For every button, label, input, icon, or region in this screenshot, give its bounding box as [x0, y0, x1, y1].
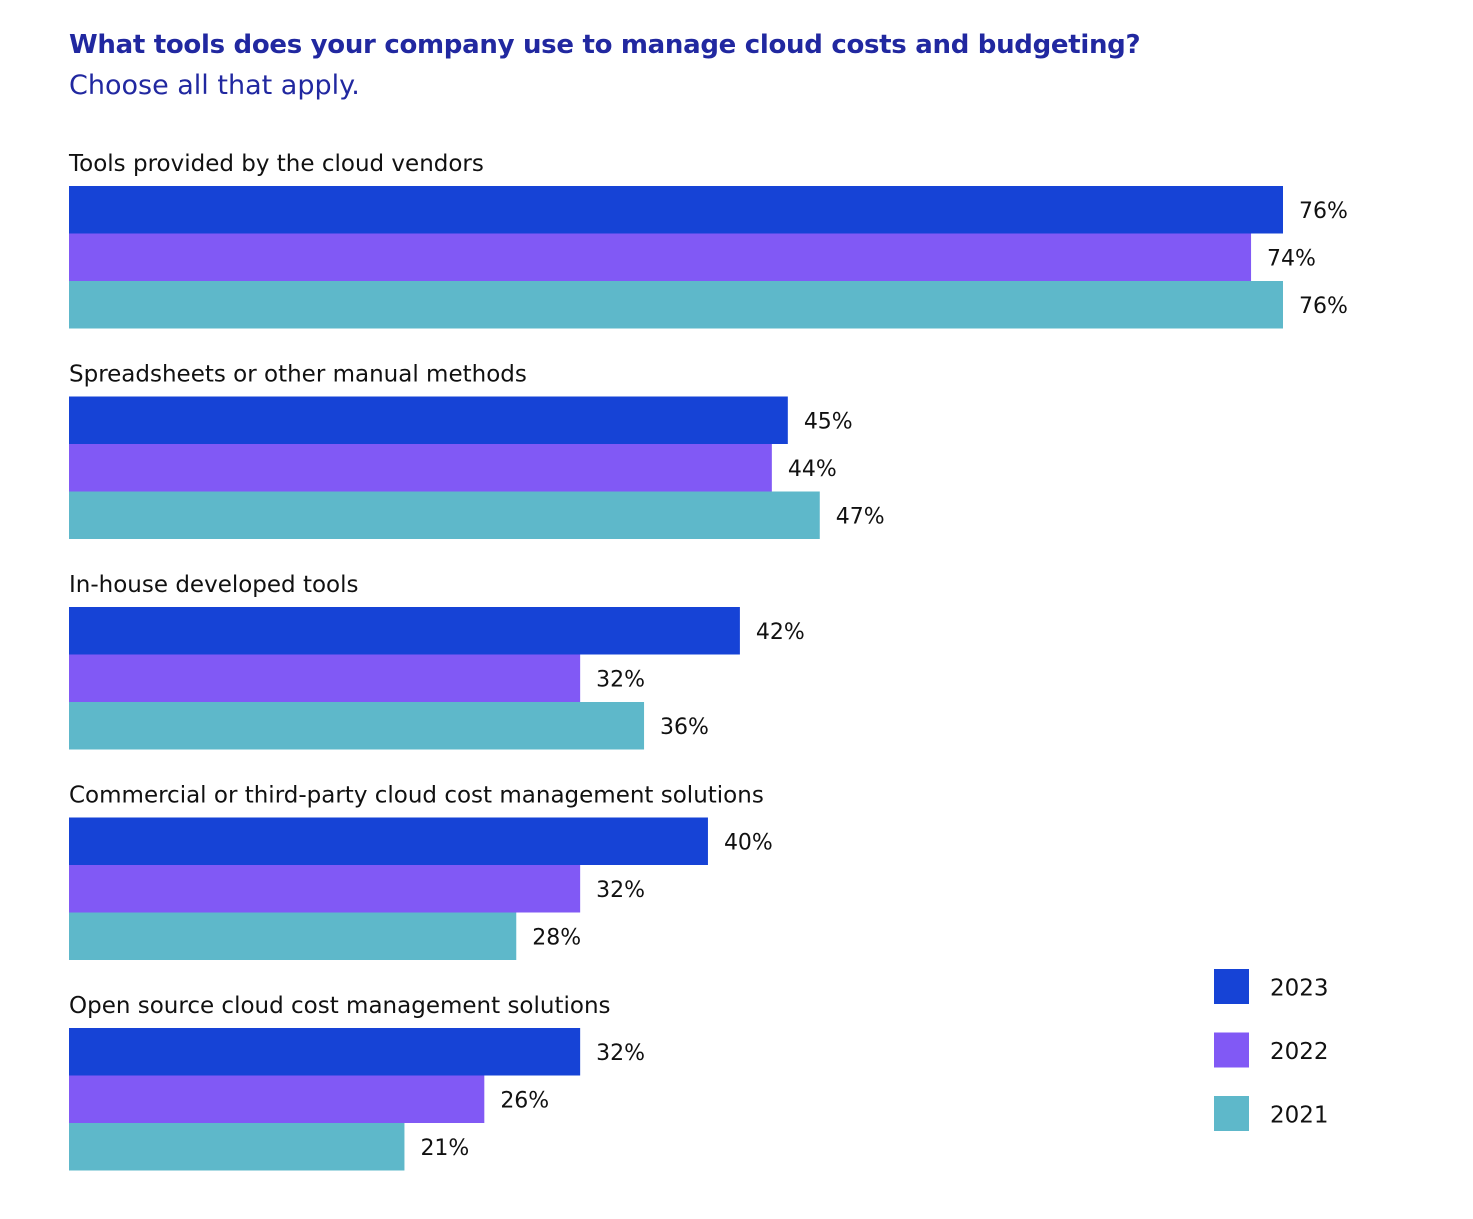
legend-swatch-2021	[1214, 1096, 1249, 1131]
chart-subtitle: Choose all that apply.	[69, 70, 360, 101]
value-label: 32%	[596, 878, 645, 903]
bar-2023	[69, 817, 708, 865]
value-label: 76%	[1299, 199, 1348, 224]
legend-swatch-2022	[1214, 1032, 1249, 1068]
legend-item: 2022	[1214, 1032, 1329, 1068]
value-label: 36%	[660, 715, 709, 740]
bar-2022	[69, 233, 1252, 281]
chart-groups: Tools provided by the cloud vendors 76% 74…	[68, 151, 1348, 1171]
value-label: 32%	[596, 667, 645, 692]
bar-2021	[69, 281, 1283, 329]
legend-label: 2022	[1270, 1039, 1329, 1065]
value-label: 26%	[500, 1088, 549, 1113]
legend-swatch-2023	[1214, 969, 1249, 1004]
legend: 2023 2022 2021	[1214, 969, 1329, 1131]
value-label: 76%	[1299, 294, 1348, 319]
category-label: In-house developed tools	[69, 572, 359, 598]
value-label: 44%	[788, 457, 837, 482]
bar-2021	[69, 491, 820, 539]
bar-group: Tools provided by the cloud vendors 76% 74…	[68, 151, 1348, 329]
bar-2022	[69, 1075, 485, 1123]
value-label: 42%	[756, 620, 805, 645]
category-label: Tools provided by the cloud vendors	[68, 151, 484, 177]
bar-2023	[69, 186, 1283, 234]
bar-group: Commercial or third-party cloud cost man…	[69, 783, 773, 960]
value-label: 74%	[1267, 246, 1316, 271]
value-label: 40%	[724, 830, 773, 855]
legend-label: 2023	[1270, 976, 1329, 1002]
bar-group: Open source cloud cost management soluti…	[69, 993, 645, 1171]
value-label: 28%	[532, 925, 581, 950]
value-label: 47%	[836, 504, 885, 529]
bar-2022	[69, 654, 581, 702]
legend-item: 2023	[1214, 969, 1329, 1004]
bar-2021	[69, 1123, 405, 1171]
category-label: Commercial or third-party cloud cost man…	[69, 783, 764, 809]
bar-2023	[69, 396, 788, 444]
category-label: Open source cloud cost management soluti…	[69, 993, 611, 1019]
legend-item: 2021	[1214, 1096, 1329, 1131]
chart-title: What tools does your company use to mana…	[69, 30, 1141, 60]
bar-group: Spreadsheets or other manual methods 45% 4…	[69, 362, 885, 539]
value-label: 45%	[804, 409, 853, 434]
bar-2022	[69, 444, 772, 492]
value-label: 32%	[596, 1041, 645, 1066]
value-label: 21%	[420, 1136, 469, 1161]
bar-2023	[69, 1028, 581, 1076]
bar-2021	[69, 912, 517, 960]
bar-group: In-house developed tools 42% 32% 36%	[69, 572, 805, 750]
bar-2022	[69, 865, 581, 913]
bar-2023	[69, 607, 740, 655]
category-label: Spreadsheets or other manual methods	[69, 362, 527, 388]
bar-2021	[69, 702, 645, 750]
legend-label: 2021	[1270, 1103, 1329, 1129]
